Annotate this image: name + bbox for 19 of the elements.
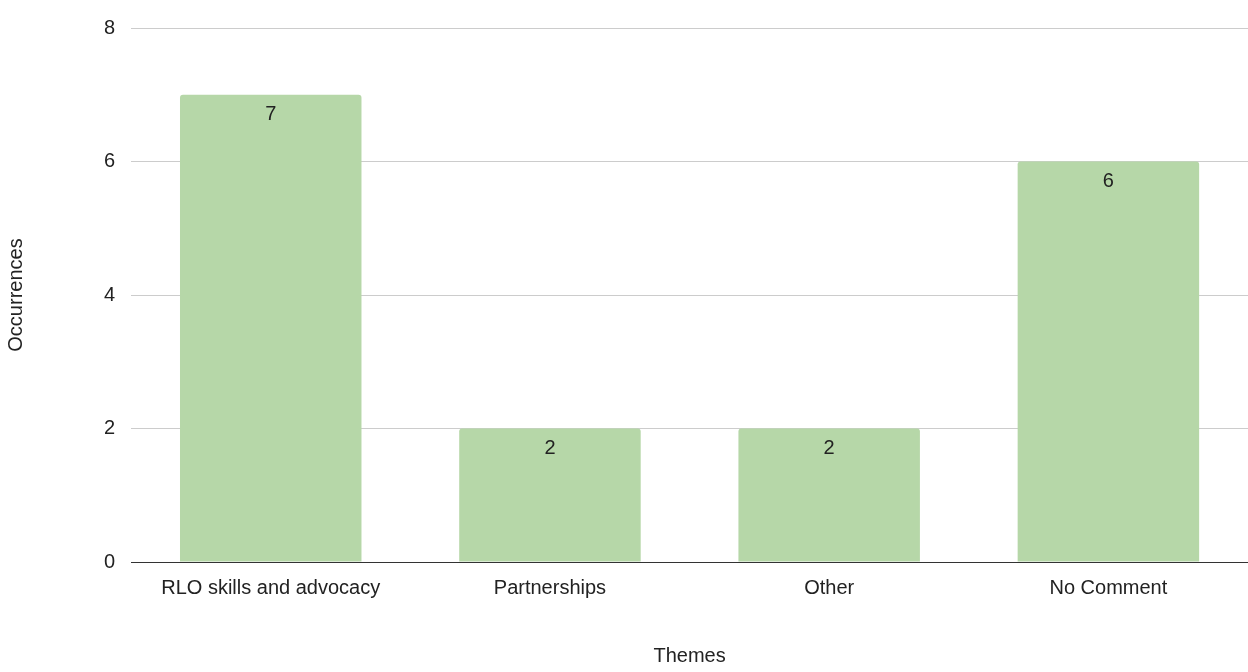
y-axis-title: Occurrences <box>3 238 26 352</box>
x-tick-label: Partnerships <box>493 575 607 598</box>
y-tick-label: 2 <box>104 416 116 439</box>
bar <box>179 94 362 562</box>
bar <box>459 428 641 562</box>
data-label: 2 <box>544 436 556 459</box>
bar <box>738 428 920 562</box>
data-label: 7 <box>265 102 277 125</box>
x-tick-label: Other <box>804 575 855 598</box>
bar <box>1017 161 1200 562</box>
y-tick-label: 0 <box>104 549 116 572</box>
data-label: 2 <box>823 436 835 459</box>
x-tick-label: RLO skills and advocacy <box>161 575 381 598</box>
y-tick-label: 4 <box>104 282 116 305</box>
x-tick-label: No Comment <box>1049 575 1168 598</box>
y-tick-label: 6 <box>104 149 116 172</box>
data-label: 6 <box>1102 169 1114 192</box>
y-tick-label: 8 <box>104 15 116 38</box>
x-axis-title: Themes <box>653 643 726 666</box>
